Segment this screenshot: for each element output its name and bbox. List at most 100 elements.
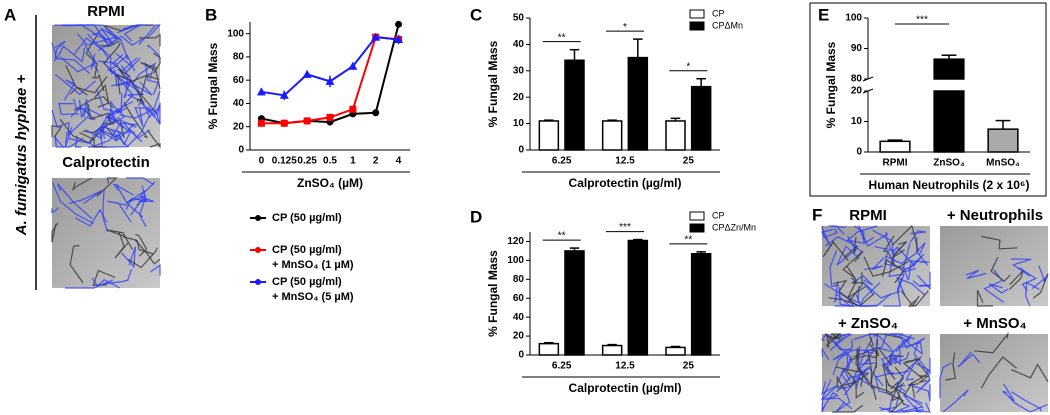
hypha [821,348,830,361]
hypha [68,99,90,135]
hypha [836,245,860,266]
hypha [824,236,856,254]
hypha [74,135,82,148]
hypha [1032,265,1049,289]
hypha [821,381,838,401]
hypha [945,352,957,381]
point [372,109,380,117]
hypha [842,250,864,279]
hypha [134,239,161,265]
hypha [120,246,136,269]
panel-label: F [812,205,822,224]
panel-label: B [205,5,217,24]
hypha [869,343,880,368]
legend-label: CP [712,210,725,220]
hypha [75,208,108,227]
y-tick-label: 40 [233,98,245,109]
hypha [146,129,161,149]
hypha [106,35,144,48]
hypha [57,183,93,220]
hypha [821,396,825,413]
hypha [879,403,911,413]
bar [665,346,686,356]
legend-swatch [689,223,705,233]
y-tick-label: 50 [513,13,525,24]
hypha [125,81,145,103]
x-tick-label: 25 [683,156,695,167]
hypha [844,368,865,399]
legend-swatch [689,9,705,19]
hypha [905,362,931,381]
hypha [65,65,88,96]
hypha [140,61,161,90]
hypha [1011,258,1032,277]
hypha [965,269,987,280]
x-tick-label: 0.25 [297,156,317,167]
significance-label: ** [558,32,566,43]
hypha [1018,267,1037,292]
hypha [156,104,161,125]
legend-label: CP [712,8,725,18]
legend-marker [255,279,261,285]
axis-break [862,76,874,82]
hypha [85,35,98,79]
hypha [900,290,917,307]
hypha [862,281,901,299]
x-tick-label: 4 [396,156,402,167]
hypha [64,279,114,289]
hypha [51,109,70,138]
point [302,69,312,78]
hypha [981,235,1018,250]
hypha [94,28,115,46]
hypha [836,375,877,393]
hypha [896,276,926,296]
bar [601,120,623,151]
hypha [840,358,853,388]
hypha [1008,270,1024,290]
hypha [98,24,122,52]
hypha [902,358,923,379]
hypha [829,333,852,351]
significance-label: *** [619,222,631,233]
x-tick-label: 6.25 [552,361,572,372]
hypha [134,106,145,127]
image-title: RPMI [87,3,125,20]
bar [933,58,965,80]
bar [690,253,712,356]
hypha [901,243,916,274]
hypha [150,264,161,276]
point [279,90,289,99]
axis-break [862,88,874,94]
hypha [70,76,108,95]
significance-label: *** [916,15,928,26]
hypha [915,402,931,413]
x-tick-label: 0 [259,156,265,167]
hypha [138,33,161,47]
hypha [883,251,909,281]
bar [538,120,560,151]
hypha [828,225,846,235]
x-tick-label: 1 [350,156,356,167]
hypha [835,388,851,413]
hypha [126,177,154,186]
x-axis-label: Human Neutrophils (2 x 10⁶) [869,178,1030,192]
y-tick-label: 80 [851,74,863,85]
hypha [106,229,133,250]
legend-label: CP (50 µg/ml) + MnSO₄ (5 µM) [272,276,354,303]
hypha [115,52,141,74]
y-tick-label: 20 [851,86,863,97]
hypha [909,230,927,244]
hypha [821,391,839,411]
hypha [52,182,94,225]
significance-label: * [686,61,690,72]
y-tick-label: 30 [513,65,525,76]
hypha [119,90,161,119]
hypha [51,222,59,243]
hypha [99,126,123,139]
hypha [939,362,952,398]
y-tick-label: 20 [513,331,525,342]
image-title: RPMI [849,207,887,224]
hypha [73,98,104,117]
